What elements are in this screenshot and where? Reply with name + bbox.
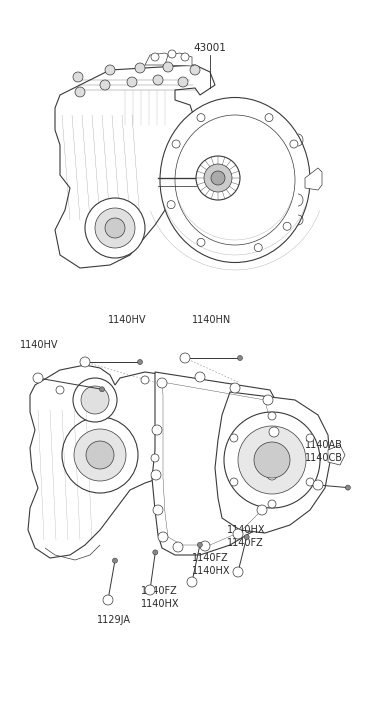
- Polygon shape: [305, 168, 322, 190]
- Circle shape: [62, 417, 138, 493]
- Circle shape: [151, 470, 161, 480]
- Circle shape: [233, 529, 243, 539]
- Polygon shape: [152, 372, 282, 555]
- Text: 1140HV: 1140HV: [20, 340, 59, 350]
- Circle shape: [73, 378, 117, 422]
- Text: 1140AB: 1140AB: [305, 440, 343, 450]
- Circle shape: [153, 550, 158, 555]
- Polygon shape: [215, 392, 330, 533]
- Circle shape: [127, 77, 137, 87]
- Text: 1140HN: 1140HN: [193, 315, 232, 325]
- Circle shape: [290, 140, 298, 148]
- Circle shape: [196, 156, 240, 200]
- Circle shape: [152, 425, 162, 435]
- Circle shape: [105, 65, 115, 75]
- Circle shape: [100, 387, 105, 392]
- Circle shape: [180, 353, 190, 363]
- Circle shape: [163, 62, 173, 72]
- Circle shape: [269, 427, 279, 437]
- Circle shape: [85, 198, 145, 258]
- Circle shape: [263, 395, 273, 405]
- Circle shape: [173, 542, 183, 552]
- Circle shape: [283, 222, 291, 230]
- Circle shape: [238, 426, 306, 494]
- Circle shape: [172, 140, 180, 148]
- Text: 43001: 43001: [194, 43, 227, 53]
- Circle shape: [230, 434, 238, 442]
- Circle shape: [254, 244, 262, 252]
- Circle shape: [135, 63, 145, 73]
- Circle shape: [268, 412, 276, 420]
- Text: 1140FZ: 1140FZ: [227, 538, 264, 548]
- Text: 1140HX: 1140HX: [192, 566, 231, 576]
- Circle shape: [158, 532, 168, 542]
- Circle shape: [145, 585, 155, 595]
- Circle shape: [181, 53, 189, 61]
- Circle shape: [56, 386, 64, 394]
- Circle shape: [138, 359, 142, 364]
- Circle shape: [233, 567, 243, 577]
- Text: 1129JA: 1129JA: [97, 615, 131, 625]
- Text: 1140HV: 1140HV: [108, 315, 146, 325]
- Circle shape: [197, 542, 202, 547]
- Polygon shape: [165, 53, 192, 66]
- Text: 1140HX: 1140HX: [141, 599, 179, 609]
- Polygon shape: [145, 53, 175, 65]
- Circle shape: [313, 480, 323, 490]
- Circle shape: [190, 65, 200, 75]
- Circle shape: [168, 50, 176, 58]
- Circle shape: [80, 357, 90, 367]
- Circle shape: [105, 218, 125, 238]
- Circle shape: [75, 87, 85, 97]
- Ellipse shape: [160, 97, 310, 262]
- Circle shape: [265, 113, 273, 121]
- Circle shape: [211, 171, 225, 185]
- Circle shape: [244, 534, 249, 539]
- Circle shape: [230, 478, 238, 486]
- Circle shape: [306, 478, 314, 486]
- Circle shape: [204, 164, 232, 192]
- Circle shape: [197, 113, 205, 121]
- Circle shape: [112, 558, 117, 563]
- Polygon shape: [28, 365, 180, 558]
- Circle shape: [178, 77, 188, 87]
- Circle shape: [306, 434, 314, 442]
- Circle shape: [267, 470, 277, 480]
- Circle shape: [238, 356, 243, 361]
- Circle shape: [157, 378, 167, 388]
- Circle shape: [197, 238, 205, 246]
- Circle shape: [224, 412, 320, 508]
- Circle shape: [200, 541, 210, 551]
- Circle shape: [33, 373, 43, 383]
- Circle shape: [167, 201, 175, 209]
- Circle shape: [100, 80, 110, 90]
- Polygon shape: [328, 445, 345, 465]
- Circle shape: [74, 429, 126, 481]
- Text: 1140FZ: 1140FZ: [192, 553, 229, 563]
- Circle shape: [230, 383, 240, 393]
- Circle shape: [254, 442, 290, 478]
- Circle shape: [195, 372, 205, 382]
- Circle shape: [153, 75, 163, 85]
- Circle shape: [257, 505, 267, 515]
- Circle shape: [95, 208, 135, 248]
- Circle shape: [151, 53, 159, 61]
- Circle shape: [86, 441, 114, 469]
- Circle shape: [268, 500, 276, 508]
- Circle shape: [81, 386, 109, 414]
- Circle shape: [141, 376, 149, 384]
- Circle shape: [187, 577, 197, 587]
- Text: 1140CB: 1140CB: [305, 453, 343, 463]
- Text: 1140FZ: 1140FZ: [141, 586, 178, 596]
- Circle shape: [73, 72, 83, 82]
- Text: 1140HX: 1140HX: [227, 525, 265, 535]
- Circle shape: [151, 454, 159, 462]
- Circle shape: [346, 485, 350, 490]
- Circle shape: [103, 595, 113, 605]
- Circle shape: [153, 505, 163, 515]
